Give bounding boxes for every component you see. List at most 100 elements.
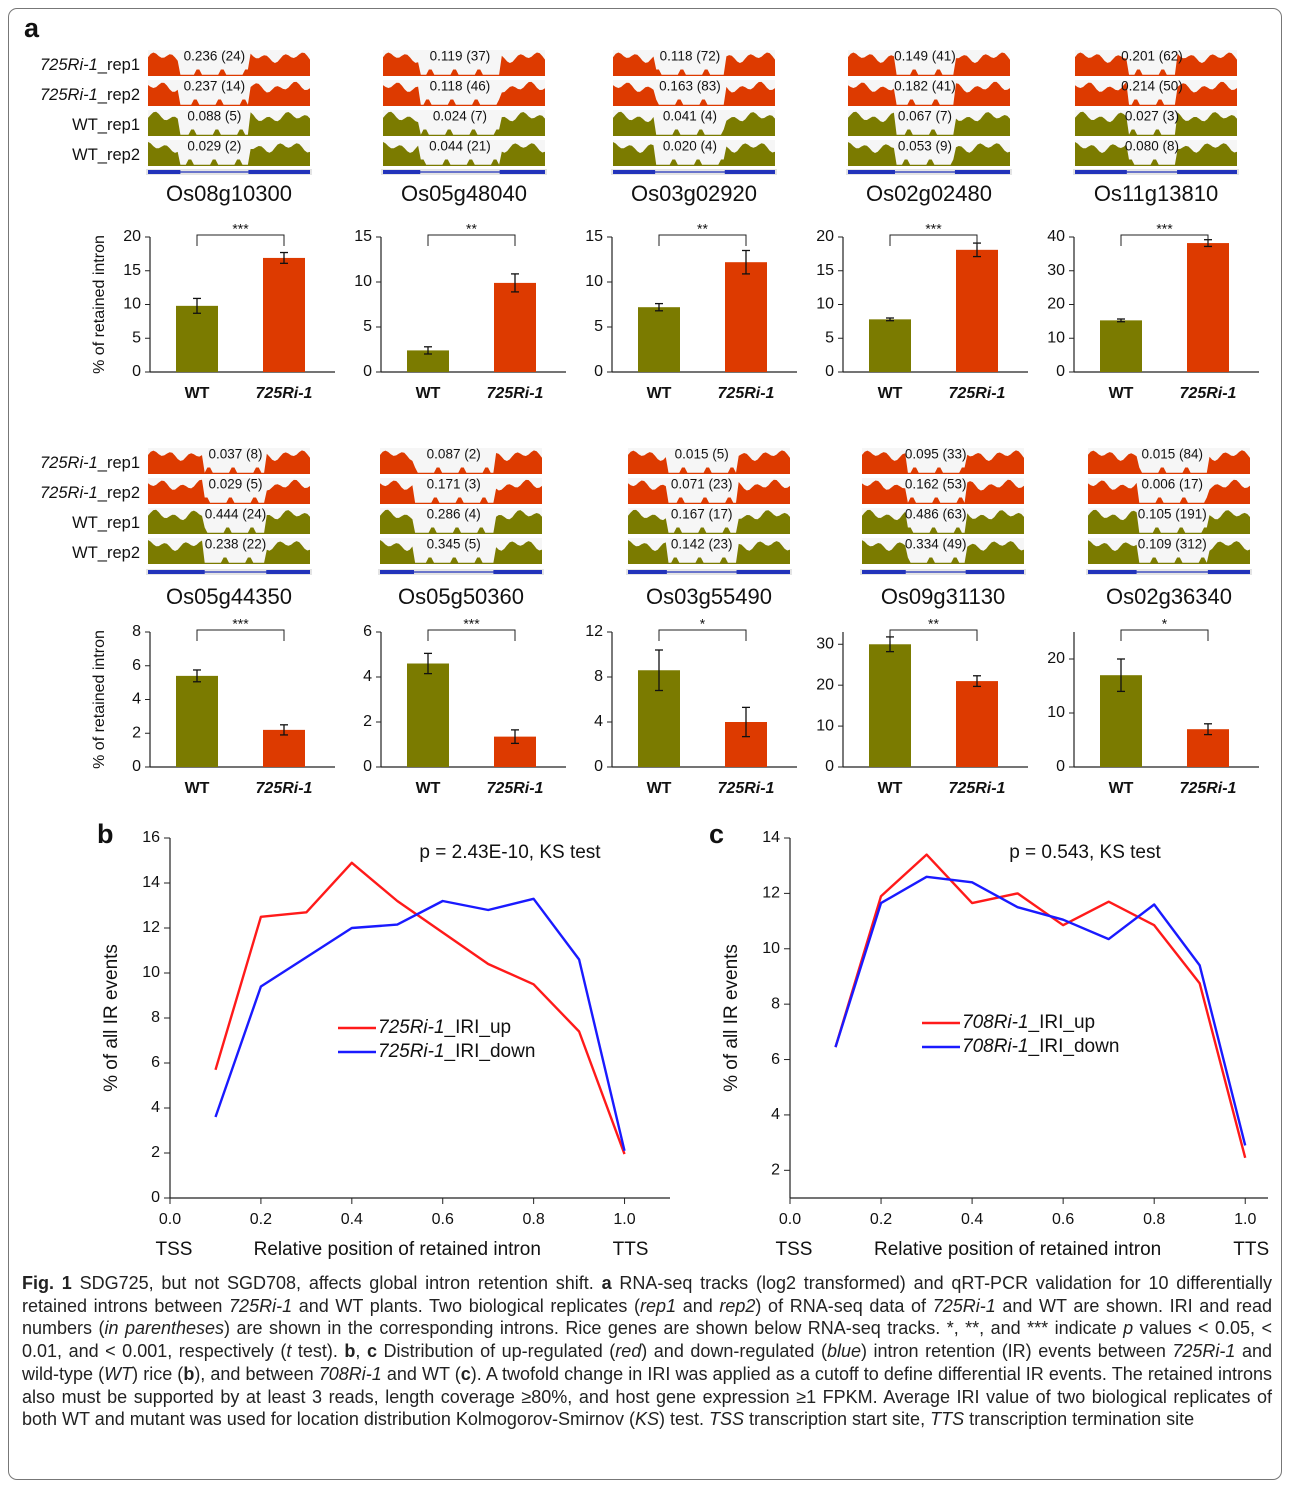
y-tick-label: 10 (1047, 704, 1065, 721)
caption-run: TSS (709, 1409, 744, 1429)
iri-label: 0.182 (41) (894, 79, 956, 94)
x-tick-label: 0.0 (779, 1211, 801, 1228)
y-axis-label: % of retained intron (91, 235, 108, 374)
series-line (836, 855, 1246, 1158)
caption-run: 725Ri-1 (933, 1296, 996, 1316)
caption-run: c (367, 1341, 377, 1361)
x-tick-label: WT (185, 385, 210, 402)
caption-run: blue (827, 1341, 861, 1361)
gene-name: Os02g02480 (866, 181, 992, 206)
y-tick-label: 12 (585, 623, 603, 640)
y-tick-label: 0 (132, 758, 141, 775)
x-tick-label: 0.4 (341, 1211, 363, 1228)
y-tick-label: 0 (594, 363, 603, 380)
iri-label: 0.334 (49) (905, 537, 967, 552)
bar (407, 664, 449, 768)
y-tick-label: 0 (1056, 363, 1065, 380)
y-tick-label: 8 (151, 1009, 160, 1026)
y-tick-label: 5 (132, 329, 141, 346)
exon (1075, 170, 1127, 174)
iri-label: 0.015 (84) (1141, 447, 1203, 462)
x-tick-label: WT (878, 780, 903, 797)
series-line (216, 863, 625, 1154)
bar (176, 306, 218, 372)
y-tick-label: 10 (585, 273, 603, 290)
caption-run: a (602, 1273, 612, 1293)
exon (955, 170, 1010, 174)
caption-run: and WT plants. Two biological replicates… (292, 1296, 640, 1316)
exon (148, 570, 205, 574)
exon (737, 570, 790, 574)
y-tick-label: 4 (132, 691, 141, 708)
caption-run: , (355, 1341, 367, 1361)
iri-label: 0.118 (46) (430, 79, 491, 94)
y-tick-label: 10 (354, 273, 372, 290)
x-tick-label: 1.0 (1234, 1211, 1256, 1228)
exon (1208, 570, 1250, 574)
x-tick-label: 725Ri-1 (949, 780, 1006, 797)
iri-label: 0.167 (17) (671, 507, 733, 522)
x-tick-label: WT (1109, 780, 1134, 797)
iri-label: 0.149 (41) (894, 49, 956, 64)
y-tick-label: 5 (825, 329, 834, 346)
bar (638, 307, 680, 372)
caption-run: rep2 (719, 1296, 755, 1316)
track-row-label: 725Ri-1_rep1 (40, 454, 140, 472)
caption-run: transcription termination site (964, 1409, 1194, 1429)
y-tick-label: 0 (825, 363, 834, 380)
x-tick-label: 725Ri-1 (718, 780, 775, 797)
caption-run: Fig. 1 (22, 1273, 72, 1293)
gene-name: Os05g48040 (401, 181, 527, 206)
y-tick-label: 20 (1047, 296, 1065, 313)
x-tick-label: 1.0 (613, 1211, 635, 1228)
exon (862, 570, 906, 574)
significance-label: * (1162, 616, 1168, 632)
y-tick-label: 15 (585, 228, 603, 245)
y-tick-label: 20 (1047, 650, 1065, 667)
caption-run: ) intron retention (IR) events between (861, 1341, 1172, 1361)
y-tick-label: 15 (123, 262, 141, 279)
iri-label: 0.006 (17) (1141, 477, 1203, 492)
caption-run: TTS (930, 1409, 964, 1429)
x-tick-label: 725Ri-1 (256, 780, 313, 797)
caption-run: SDG725, but not SGD708, affects global i… (72, 1273, 602, 1293)
iri-label: 0.044 (21) (429, 139, 491, 154)
x-tick-label: 0.8 (523, 1211, 545, 1228)
y-tick-label: 16 (142, 829, 160, 846)
iri-label: 0.237 (14) (184, 79, 246, 94)
iri-label: 0.041 (4) (663, 109, 717, 124)
caption-run: test). (291, 1341, 344, 1361)
x-tick-label: WT (185, 780, 210, 797)
end-label: TTS (613, 1239, 649, 1260)
track-row-label: 725Ri-1_rep2 (40, 484, 140, 502)
y-tick-label: 14 (762, 829, 780, 846)
iri-label: 0.105 (191) (1138, 507, 1207, 522)
start-label: TSS (776, 1239, 813, 1260)
y-tick-label: 10 (142, 964, 160, 981)
iri-label: 0.171 (3) (427, 477, 481, 492)
exon (613, 170, 655, 174)
caption-run: ), and between (194, 1364, 318, 1384)
iri-label: 0.444 (24) (205, 507, 267, 522)
exon (1177, 170, 1237, 174)
caption-run: ) test. (659, 1409, 709, 1429)
iri-label: 0.095 (33) (905, 447, 967, 462)
y-tick-label: 2 (771, 1162, 780, 1179)
iri-label: 0.214 (50) (1121, 79, 1183, 94)
iri-label: 0.142 (23) (671, 537, 733, 552)
iri-label: 0.236 (24) (184, 49, 246, 64)
caption-run: in parentheses (104, 1318, 224, 1338)
legend-label: 725Ri-1_IRI_up (378, 1017, 511, 1038)
iri-label: 0.015 (5) (675, 447, 729, 462)
y-axis-label: % of all IR events (721, 944, 742, 1092)
y-tick-label: 0 (132, 363, 141, 380)
x-tick-label: 0.4 (961, 1211, 983, 1228)
y-tick-label: 5 (594, 318, 603, 335)
x-axis-label: Relative position of retained intron (874, 1239, 1161, 1260)
annotation: p = 2.43E-10, KS test (419, 842, 601, 863)
significance-label: ** (466, 221, 477, 237)
caption-run: rep1 (640, 1296, 676, 1316)
bar (176, 676, 218, 767)
exon (500, 170, 545, 174)
y-tick-label: 14 (142, 874, 160, 891)
